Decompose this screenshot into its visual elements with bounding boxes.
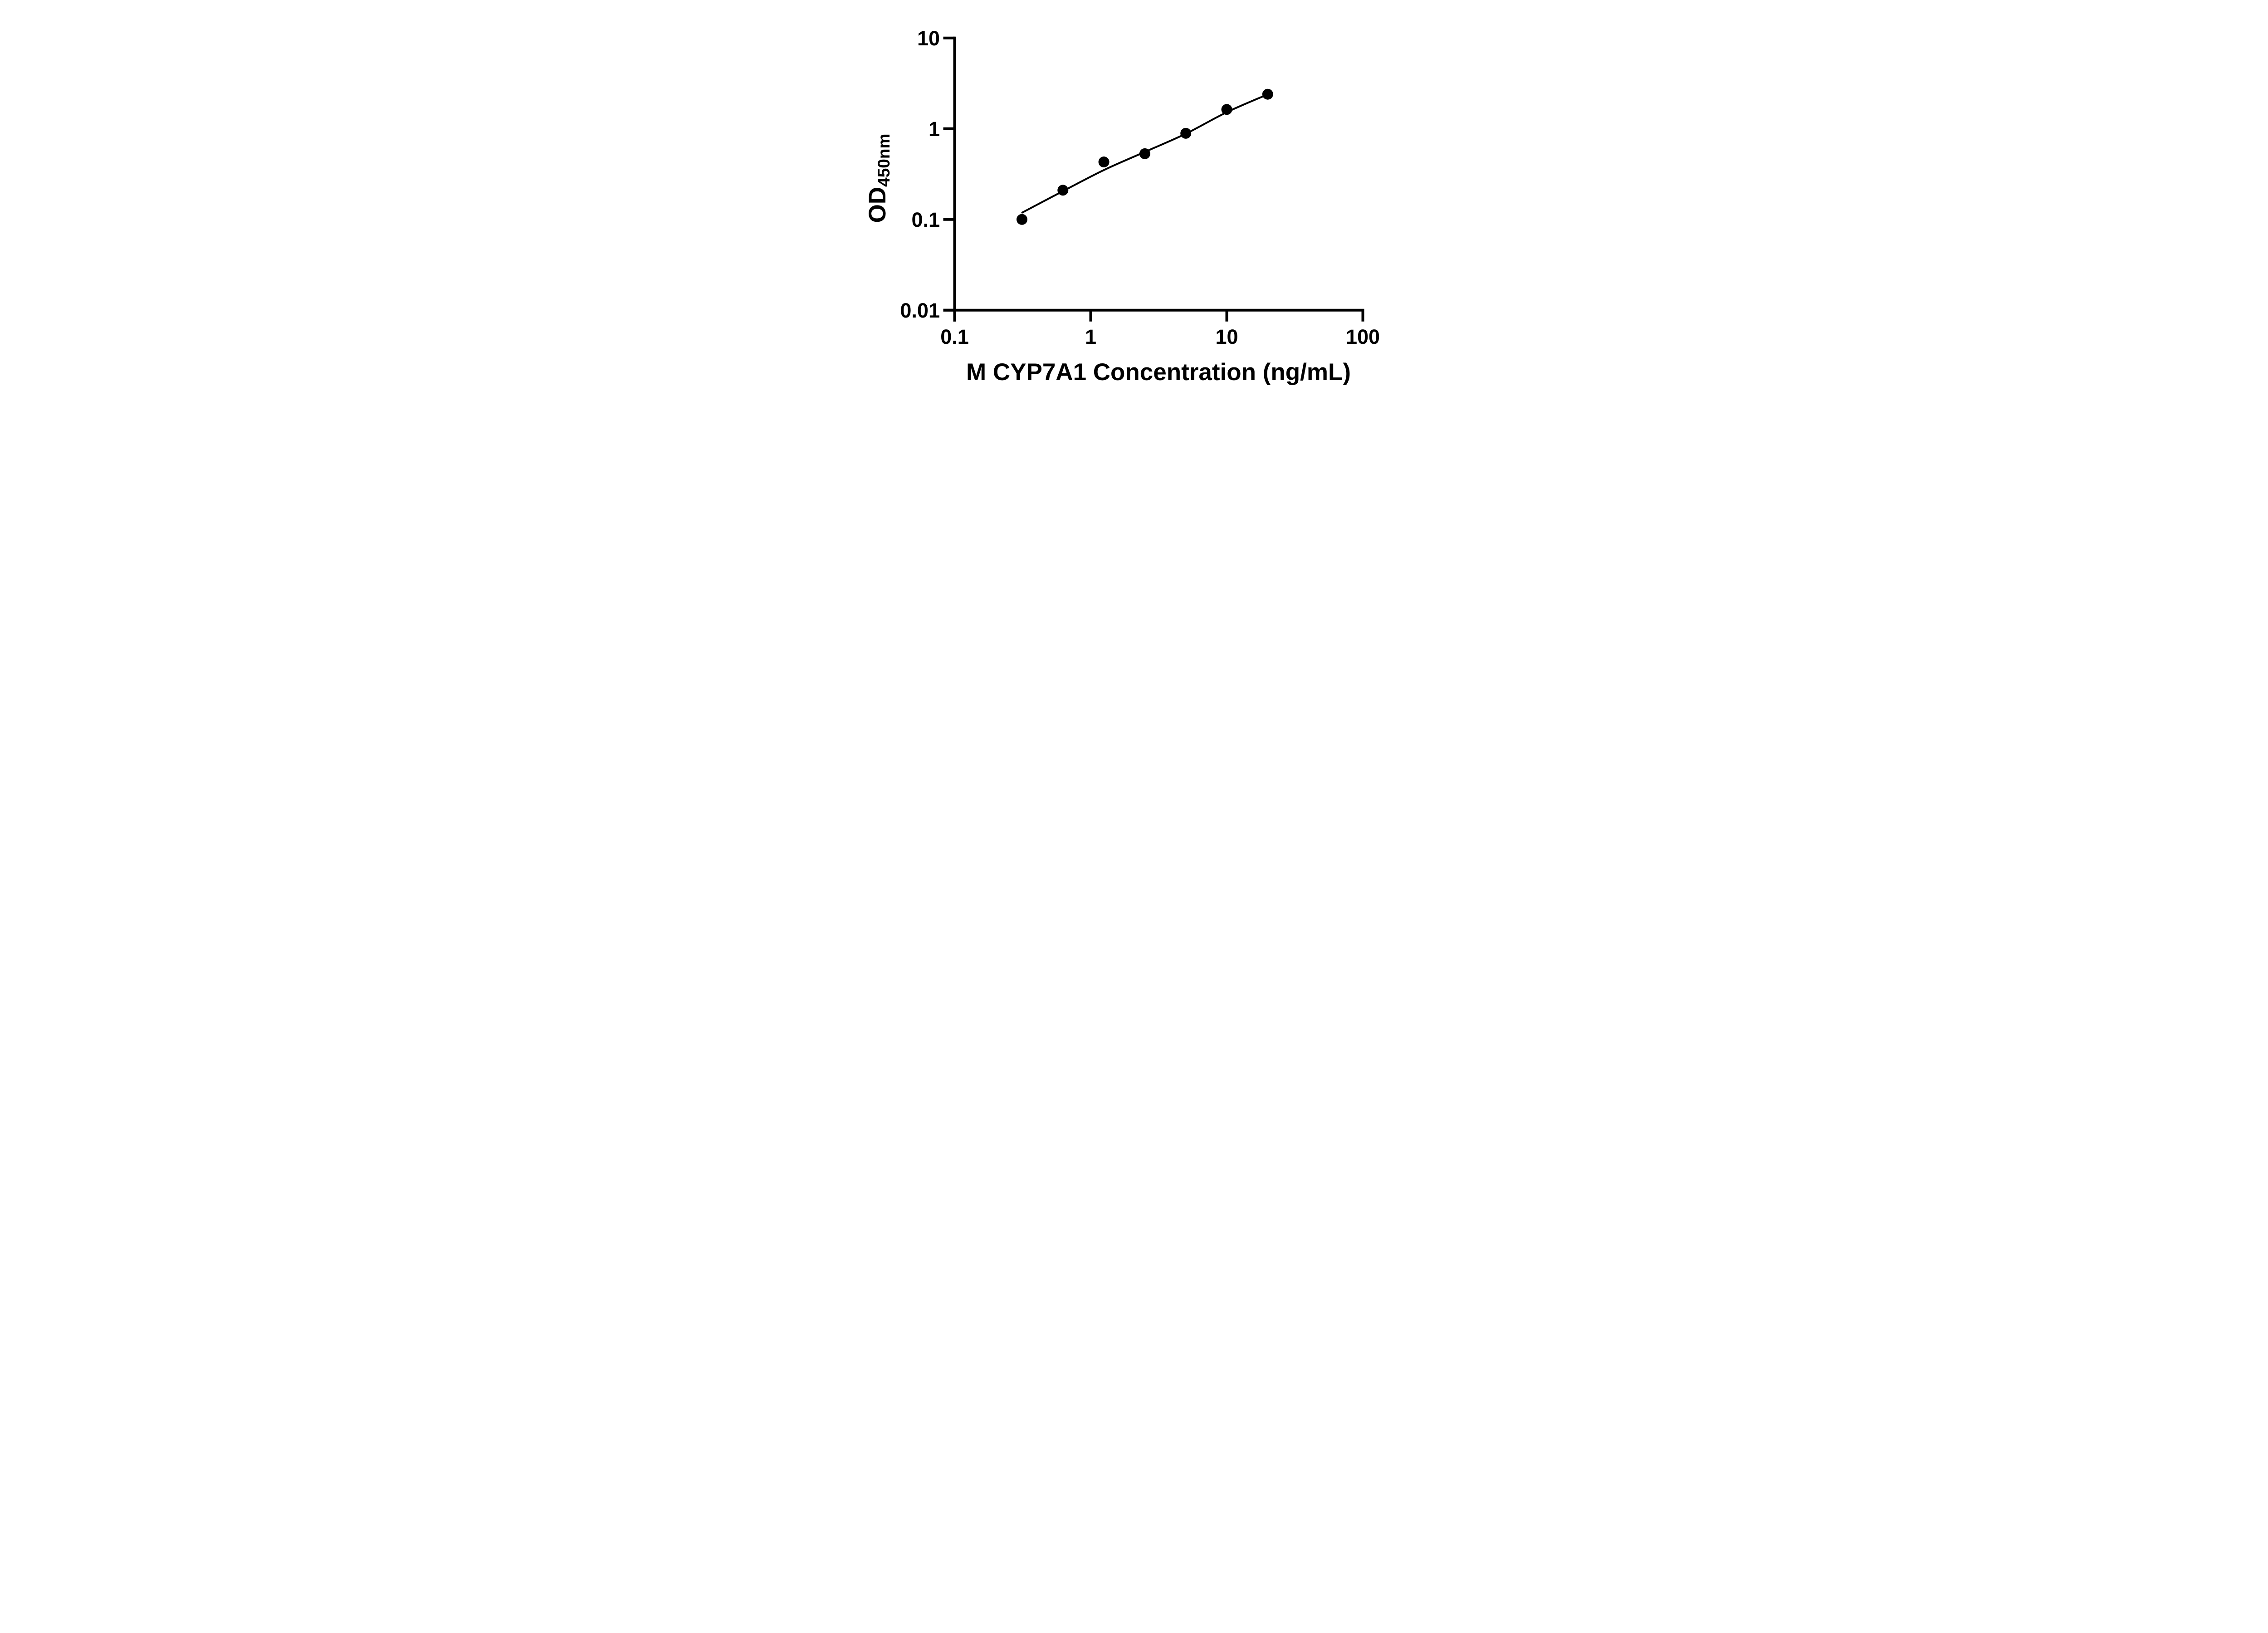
axes-group	[943, 36, 1364, 322]
data-point-5	[1180, 127, 1192, 139]
y-tick-label-0.01: 0.01	[900, 299, 940, 322]
ticks-group	[943, 36, 1364, 322]
data-point-4	[1139, 148, 1150, 159]
points-group	[1016, 88, 1273, 225]
y-tick-label-10: 10	[917, 27, 940, 50]
data-point-7	[1262, 88, 1273, 100]
x-tick-label-1: 1	[1085, 325, 1096, 348]
x-tick-label-100: 100	[1346, 325, 1380, 348]
y-tick-label-0.1: 0.1	[911, 208, 940, 231]
elisa-standard-curve-figure: 10 1 0.1 0.01 0.1 1 10 100 M CYP7A1 Concentrati…	[842, 0, 1426, 408]
y-axis-title: OD450nm	[864, 134, 893, 223]
y-axis-title-subscript: 450nm	[875, 134, 893, 187]
data-point-1	[1016, 214, 1027, 225]
data-point-6	[1221, 104, 1232, 115]
data-point-2	[1057, 185, 1069, 196]
x-axis-title: M CYP7A1 Concentration (ng/mL)	[966, 359, 1351, 386]
x-tick-label-0.1: 0.1	[940, 325, 969, 348]
y-tick-label-1: 1	[929, 117, 940, 141]
x-tick-label-10: 10	[1215, 325, 1238, 348]
y-axis-title-main: OD	[864, 187, 891, 223]
data-point-3	[1098, 156, 1110, 168]
